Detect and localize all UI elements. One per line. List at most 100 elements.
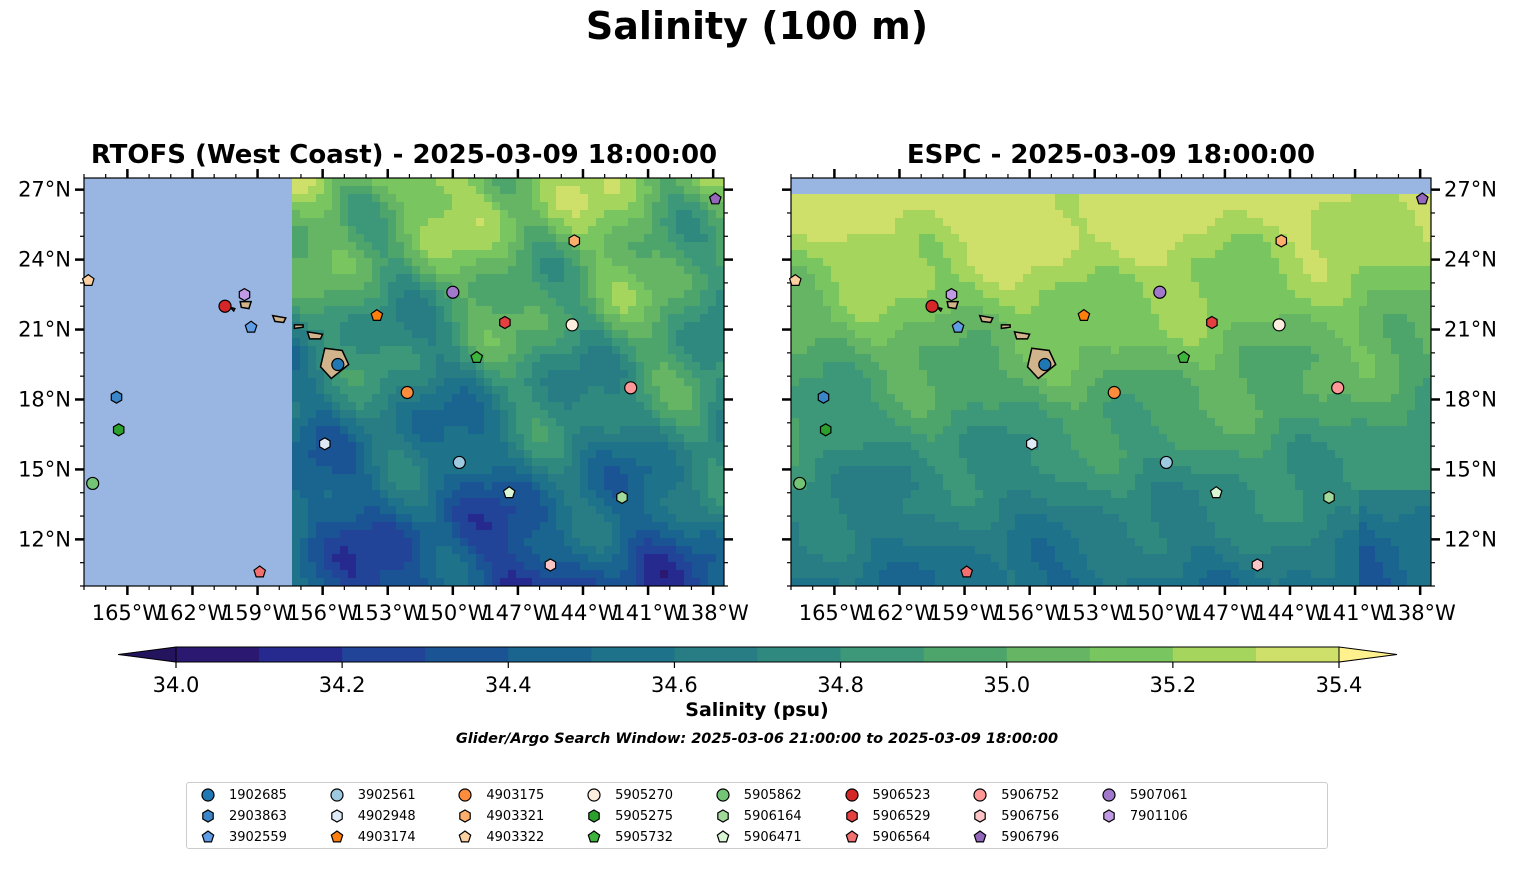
x-tick-label: 162°W <box>157 601 229 625</box>
legend-item-7901106: 7901106 <box>1099 807 1188 825</box>
float-marker-5906564 <box>960 565 974 578</box>
float-marker-4903175 <box>1107 385 1121 400</box>
float-marker-1902685 <box>331 357 345 372</box>
y-tick-label: 15°N <box>1444 457 1497 481</box>
float-marker-1902685 <box>1038 357 1052 372</box>
colorbar-tick-label: 35.0 <box>983 673 1030 697</box>
float-marker-5906471 <box>1209 485 1223 499</box>
float-marker-5906471 <box>502 485 516 499</box>
map-panel-espc: 165°W162°W159°W156°W153°W150°W147°W144°W… <box>782 169 1497 625</box>
panel-title-rtofs: RTOFS (West Coast) - 2025-03-09 18:00:00 <box>90 140 718 170</box>
y-tick-label: 27°N <box>1444 178 1497 202</box>
x-tick-label: 144°W <box>1254 601 1326 625</box>
colorbar-tick-label: 35.4 <box>1316 673 1363 697</box>
figure-title: Salinity (100 m) <box>585 4 929 48</box>
legend-label: 1902685 <box>229 787 287 803</box>
legend-label: 5905275 <box>615 808 673 824</box>
x-tick-label: 153°W <box>1059 601 1131 625</box>
circle-marker-icon <box>330 788 344 802</box>
colorbar-frame <box>175 646 1340 663</box>
legend-label: 5906564 <box>872 829 931 845</box>
x-tick-label: 156°W <box>994 601 1066 625</box>
circle-marker-icon <box>844 788 859 802</box>
float-marker-5906752 <box>1331 381 1345 395</box>
legend-label: 3902561 <box>357 787 416 803</box>
float-marker-7901106 <box>238 287 251 302</box>
island-5 <box>935 305 943 313</box>
float-marker-4903322 <box>81 273 95 286</box>
pentagon-marker-icon <box>716 830 730 843</box>
legend-item-5906471: 5906471 <box>713 828 802 846</box>
x-tick-label: 165°W <box>799 601 871 625</box>
x-tick-label: 150°W <box>1124 601 1196 625</box>
legend-item-3902559: 3902559 <box>198 828 287 846</box>
float-marker-4903322 <box>788 273 802 286</box>
hexagon-marker-icon <box>330 809 343 823</box>
float-marker-5907061 <box>1153 285 1167 299</box>
legend-item-4903322: 4903322 <box>455 828 544 846</box>
colorbar-over-extension <box>1338 646 1398 663</box>
float-marker-3902559 <box>244 320 258 333</box>
float-marker-4903174 <box>370 308 384 321</box>
pentagon-marker-icon <box>587 830 601 843</box>
legend-item-4903174: 4903174 <box>327 828 416 846</box>
circle-marker-icon <box>458 788 472 802</box>
island-2 <box>293 324 304 330</box>
float-marker-5905275 <box>819 423 832 437</box>
legend-label: 5906752 <box>1001 787 1060 803</box>
float-marker-3902559 <box>951 320 965 333</box>
colorbar-tick-label: 35.2 <box>1149 673 1196 697</box>
y-tick-label: 18°N <box>1444 387 1497 411</box>
legend-item-4903321: 4903321 <box>455 807 544 825</box>
legend-label: 4902948 <box>357 808 416 824</box>
colorbar-segment <box>591 647 675 662</box>
legend-item-5906796: 5906796 <box>970 828 1059 846</box>
hexagon-marker-icon <box>202 809 214 823</box>
pentagon-marker-icon <box>458 830 472 843</box>
map-frame-rtofs <box>83 177 725 587</box>
y-tick-label: 24°N <box>18 248 71 272</box>
legend-item-5906752: 5906752 <box>970 786 1059 804</box>
float-marker-5905270 <box>1272 318 1286 332</box>
colorbar-segment <box>508 647 592 662</box>
colorbar-tick-label: 34.8 <box>817 673 864 697</box>
island-1 <box>306 330 324 340</box>
island-3 <box>271 314 287 324</box>
colorbar-segment <box>757 647 841 662</box>
float-marker-4903174 <box>1077 308 1091 321</box>
legend-label: 4903321 <box>486 808 545 824</box>
float-marker-5906523 <box>925 299 939 313</box>
float-marker-5905732 <box>470 350 484 363</box>
x-tick-label: 141°W <box>1319 601 1391 625</box>
hexagon-marker-icon <box>459 809 472 823</box>
float-marker-3902561 <box>1159 455 1173 470</box>
float-marker-5906523 <box>218 299 232 313</box>
float-marker-4903175 <box>400 385 414 400</box>
legend-label: 5907061 <box>1129 787 1188 803</box>
legend-item-3902561: 3902561 <box>327 786 416 804</box>
legend-label: 4903175 <box>486 787 545 803</box>
y-tick-label: 21°N <box>18 318 71 342</box>
legend-item-5905270: 5905270 <box>584 786 673 804</box>
float-marker-4902948 <box>1026 437 1038 451</box>
legend-item-1902685: 1902685 <box>198 786 287 804</box>
hexagon-marker-icon <box>716 809 729 823</box>
colorbar-segment <box>840 647 925 662</box>
hexagon-marker-icon <box>974 809 986 823</box>
float-marker-7901106 <box>945 287 958 302</box>
legend-label: 5906529 <box>872 808 931 824</box>
legend-label: 4903322 <box>486 829 545 845</box>
legend-item-4903175: 4903175 <box>455 786 544 804</box>
legend-label: 3902559 <box>229 829 287 845</box>
legend-label: 5905732 <box>615 829 673 845</box>
float-marker-3902561 <box>452 455 466 470</box>
circle-marker-icon <box>973 788 987 802</box>
colorbar-tick-label: 34.0 <box>153 673 200 697</box>
float-marker-5906796 <box>1415 192 1429 205</box>
island-4 <box>946 300 960 310</box>
colorbar: 34.0 34.2 34.4 34.6 34.8 35.0 35.2 35.4 <box>117 646 1398 697</box>
float-marker-5905732 <box>1177 350 1191 363</box>
legend-item-5906164: 5906164 <box>713 807 802 825</box>
pentagon-marker-icon <box>845 830 858 843</box>
island-5 <box>228 305 236 313</box>
